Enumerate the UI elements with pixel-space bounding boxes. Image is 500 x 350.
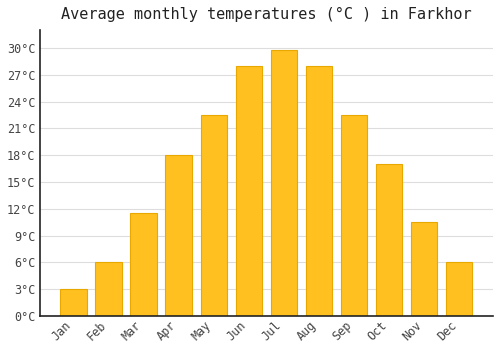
- Bar: [341, 115, 367, 316]
- Bar: [96, 262, 122, 316]
- Title: Average monthly temperatures (°C ) in Farkhor: Average monthly temperatures (°C ) in Fa…: [61, 7, 472, 22]
- Bar: [130, 213, 156, 316]
- Bar: [236, 66, 262, 316]
- Bar: [60, 289, 86, 316]
- Bar: [306, 66, 332, 316]
- Bar: [376, 164, 402, 316]
- Bar: [166, 155, 192, 316]
- Bar: [200, 115, 227, 316]
- Bar: [270, 50, 297, 316]
- Bar: [411, 222, 438, 316]
- Bar: [446, 262, 472, 316]
